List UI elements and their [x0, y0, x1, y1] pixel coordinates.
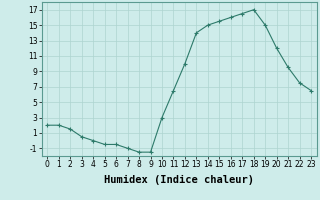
X-axis label: Humidex (Indice chaleur): Humidex (Indice chaleur): [104, 175, 254, 185]
